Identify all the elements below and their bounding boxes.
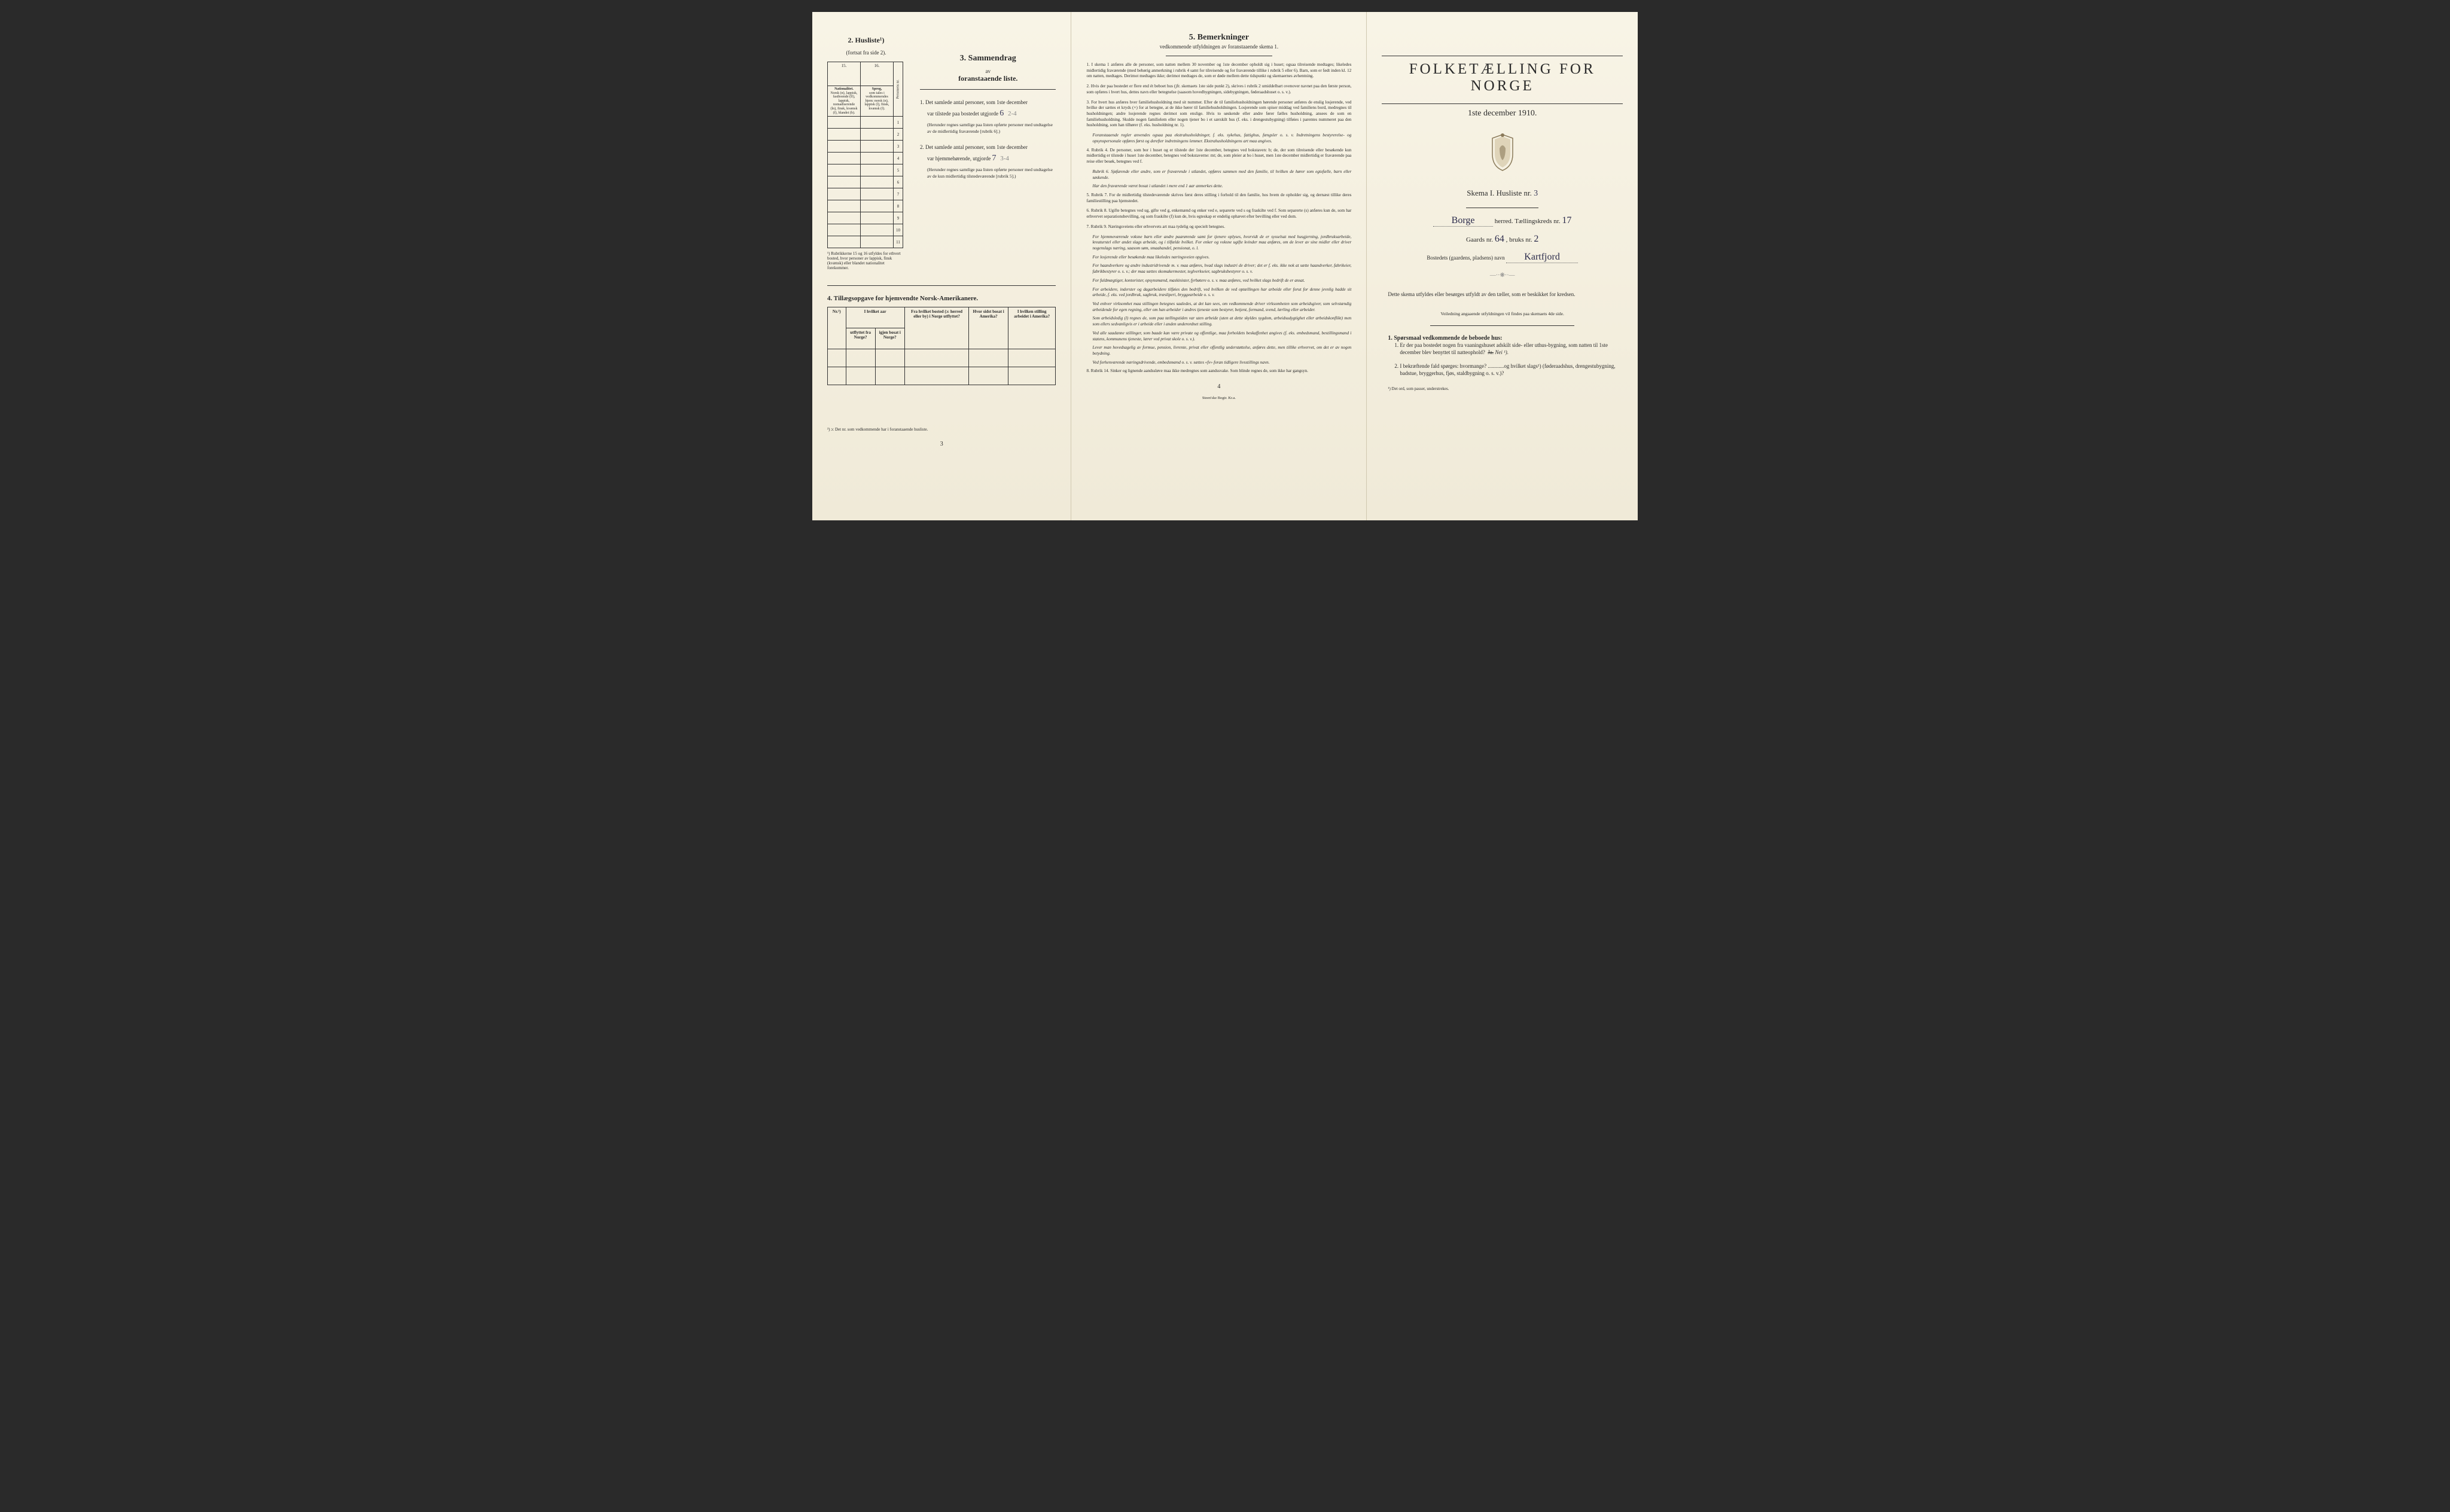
col-person: Personens nr. [894, 62, 903, 117]
col-15: 15. [828, 62, 861, 86]
col-16: 16. [861, 62, 894, 86]
section-4-title: 4. Tillægsopgave for hjemvendte Norsk-Am… [827, 295, 1056, 302]
section-2-husliste: 2. Husliste¹) (fortsat fra side 2). 15. … [827, 36, 1056, 270]
section-2-title: 2. Husliste¹) [827, 36, 905, 45]
instructions-text: Dette skema utfyldes eller besørges utfy… [1388, 291, 1617, 299]
census-document: 2. Husliste¹) (fortsat fra side 2). 15. … [812, 12, 1638, 520]
divider-ornament: ―··❋··― [1382, 272, 1623, 279]
item-1: 1. Det samlede antal personer, som 1ste … [920, 99, 1056, 135]
hw-tilstede-2: 2-4 [1008, 110, 1017, 117]
answer-nei: Nei ¹). [1495, 349, 1509, 355]
hw-husliste-nr: 3 [1534, 189, 1538, 198]
sporsmaal-section: 1. Spørsmaal vedkommende de beboede hus:… [1388, 335, 1617, 377]
section-3-av: av [920, 68, 1056, 74]
hw-hjemme-2: 3-4 [1000, 155, 1009, 162]
main-title: FOLKETÆLLING FOR NORGE [1382, 61, 1623, 94]
sporsmaal-title: 1. Spørsmaal vedkommende de beboede hus: [1388, 335, 1502, 342]
bemerkninger-list: 1. I skema 1 anføres alle de personer, s… [1086, 62, 1351, 374]
page-num-4: 4 [1086, 383, 1351, 390]
page-num-3: 3 [827, 441, 1056, 447]
hw-bruks: 2 [1534, 234, 1538, 244]
item-2-note: (Herunder regnes samtlige paa listen opf… [920, 166, 1056, 180]
question-1: Er der paa bostedet nogen fra vaaningshu… [1400, 342, 1617, 356]
item-1-note: (Herunder regnes samtlige paa listen opf… [920, 121, 1056, 135]
section-5-subtitle: vedkommende utfyldningen av foranstaaend… [1086, 44, 1351, 50]
instructions-sub: Veiledning angaaende utfyldningen vil fi… [1382, 311, 1623, 316]
right-footnote: ¹) Det ord, som passer, understrekes. [1388, 386, 1617, 391]
panel-page-3: 2. Husliste¹) (fortsat fra side 2). 15. … [812, 12, 1071, 520]
hw-bosted: Kartfjord [1506, 252, 1578, 263]
answer-ja-struck: Ja. [1488, 349, 1494, 355]
herred-line: Borge herred. Tællingskreds nr. 17 [1382, 215, 1623, 227]
section-4-footnote: ²) ɔ: Det nr. som vedkommende har i fora… [827, 427, 1056, 432]
section-2-subtitle: (fortsat fra side 2). [827, 50, 905, 56]
hw-hjemme: 7 [992, 154, 996, 163]
husliste-table: 15. 16. Personens nr. Nationalitet.Norsk… [827, 62, 903, 248]
skema-line: Skema I. Husliste nr. 3 [1382, 188, 1623, 199]
table-footnote: ¹) Rubrikkerne 15 og 16 utfyldes for eth… [827, 251, 905, 270]
question-2: I bekræftende fald spørges: hvormange? .… [1400, 362, 1617, 377]
section-3-subtitle: foranstaaende liste. [920, 74, 1056, 83]
header-sprog: Sprog,som tales i vedkommendes hjem: nor… [861, 86, 894, 117]
hw-gaards: 64 [1495, 234, 1504, 244]
hw-kreds: 17 [1562, 215, 1571, 225]
section-3-sammendrag: 3. Sammendrag av foranstaaende liste. 1.… [914, 36, 1056, 270]
item-2: 2. Det samlede antal personer, som 1ste … [920, 144, 1056, 179]
title-date: 1ste december 1910. [1382, 109, 1623, 118]
printer-mark: Steen'ske Bogtr. Kr.a. [1086, 396, 1351, 400]
section-5-title: 5. Bemerkninger [1086, 33, 1351, 42]
section-4-tillegs: 4. Tillægsopgave for hjemvendte Norsk-Am… [827, 295, 1056, 432]
amerikanere-table: Nr.²) I hvilket aar Fra hvilket bosted (… [827, 307, 1056, 385]
husliste-table-block: 2. Husliste¹) (fortsat fra side 2). 15. … [827, 36, 905, 270]
hw-herred: Borge [1433, 215, 1493, 227]
header-nationalitet: Nationalitet.Norsk (n), lappisk, fastboe… [828, 86, 861, 117]
coat-of-arms-icon [1382, 133, 1623, 173]
panel-page-4: 5. Bemerkninger vedkommende utfyldningen… [1071, 12, 1367, 520]
hw-tilstede: 6 [999, 109, 1004, 118]
bosted-line: Bostedets (gaardens, pladsens) navn Kart… [1382, 252, 1623, 263]
section-3-title: 3. Sammendrag [920, 54, 1056, 63]
gaards-line: Gaards nr. 64 , bruks nr. 2 [1382, 234, 1623, 245]
panel-title-page: FOLKETÆLLING FOR NORGE 1ste december 191… [1367, 12, 1638, 520]
